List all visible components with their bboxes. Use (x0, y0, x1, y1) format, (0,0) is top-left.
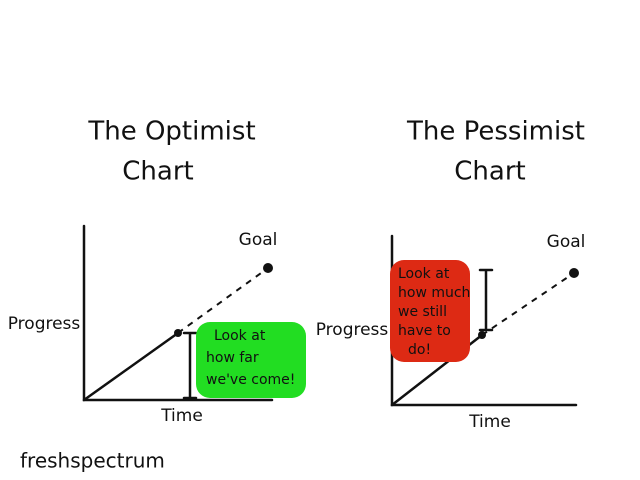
callout-line: do! (408, 342, 431, 358)
title-line: The Optimist (87, 117, 255, 147)
bracket (182, 331, 198, 400)
callout-line: how far (206, 350, 259, 366)
title-line: Chart (122, 157, 193, 187)
progress-line (82, 331, 180, 402)
callout-line: have to (398, 323, 451, 339)
y-axis-label: Progress (8, 314, 81, 334)
callout-line: we've come! (206, 372, 295, 388)
title-line: Chart (454, 157, 525, 187)
goal-label: Goal (547, 232, 586, 252)
goal-point (569, 268, 579, 278)
goal-label: Goal (239, 230, 278, 250)
current-point (478, 331, 486, 339)
callout-line: we still (398, 304, 447, 320)
callout-line: how much (398, 285, 470, 301)
callout-line: Look at (398, 266, 450, 282)
bracket (478, 268, 494, 332)
pessimist-panel: The Pessimist Chart Look at how much we … (316, 117, 586, 433)
footer-brand: freshspectrum (20, 449, 165, 473)
callout-line: Look at (214, 328, 266, 344)
current-point (174, 329, 182, 337)
x-axis-label: Time (468, 412, 511, 432)
y-axis-label: Progress (316, 320, 389, 340)
callout-bubble (196, 322, 306, 398)
optimist-panel: The Optimist Chart Look at how far we've… (8, 117, 306, 426)
callout-bubble (390, 260, 470, 362)
goal-point (263, 263, 273, 273)
remaining-line (481, 272, 575, 336)
x-axis-label: Time (160, 406, 203, 426)
title-line: The Pessimist (406, 117, 585, 147)
